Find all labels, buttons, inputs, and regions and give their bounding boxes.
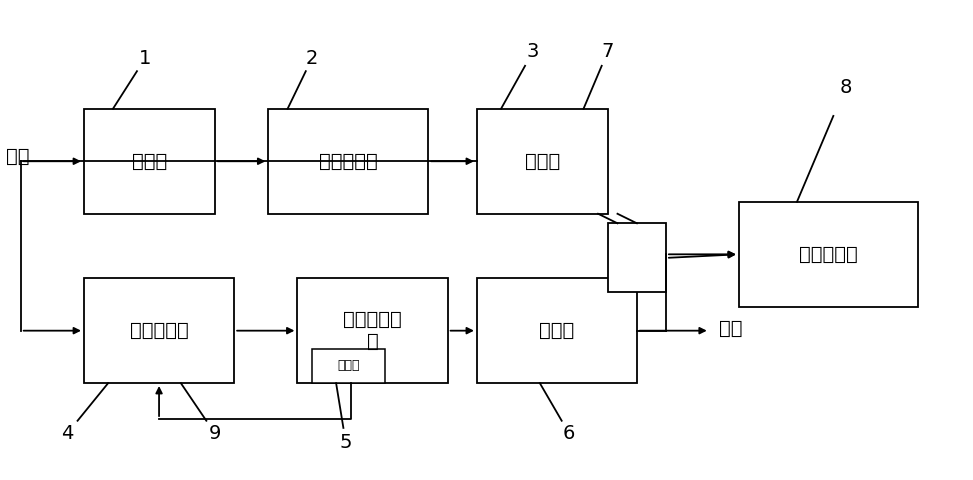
- Text: 2: 2: [306, 49, 318, 68]
- Bar: [477, 278, 637, 383]
- Text: 二沉池: 二沉池: [539, 321, 574, 340]
- Bar: [84, 109, 215, 214]
- Text: 8: 8: [840, 78, 851, 97]
- Bar: [477, 109, 608, 214]
- Text: 内回流: 内回流: [337, 360, 359, 372]
- Text: 7: 7: [601, 42, 614, 61]
- Text: 5: 5: [340, 433, 352, 452]
- Bar: [739, 202, 919, 307]
- Bar: [608, 223, 666, 292]
- Text: 奥贝尔氧化
沟: 奥贝尔氧化 沟: [343, 310, 402, 351]
- Text: 4: 4: [61, 424, 74, 443]
- Text: 氧化反应池: 氧化反应池: [319, 152, 378, 171]
- Text: 1: 1: [139, 49, 151, 68]
- Text: 进水: 进水: [6, 147, 30, 166]
- Text: 3: 3: [527, 42, 539, 61]
- Bar: [298, 278, 448, 383]
- Text: 初沉池: 初沉池: [524, 152, 559, 171]
- Bar: [312, 349, 384, 383]
- Text: 6: 6: [562, 424, 575, 443]
- Bar: [84, 278, 234, 383]
- Text: 9: 9: [208, 424, 221, 443]
- Text: 污泥浓缩池: 污泥浓缩池: [799, 245, 858, 264]
- Text: 水解酸化池: 水解酸化池: [129, 321, 189, 340]
- Text: 出水: 出水: [719, 319, 742, 338]
- Text: 调节池: 调节池: [131, 152, 167, 171]
- Bar: [269, 109, 428, 214]
